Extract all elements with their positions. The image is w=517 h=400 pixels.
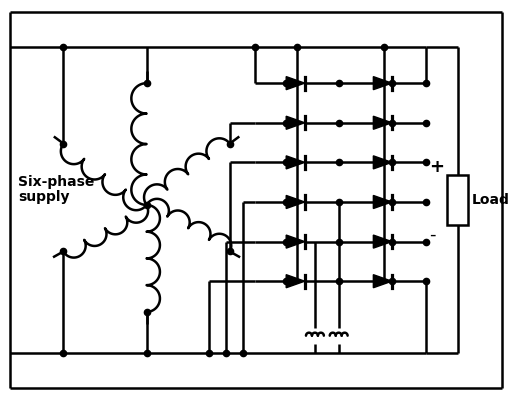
- Text: +: +: [429, 158, 444, 176]
- Text: Load: Load: [472, 193, 509, 207]
- Polygon shape: [373, 116, 392, 129]
- Polygon shape: [373, 156, 392, 169]
- Polygon shape: [286, 116, 305, 129]
- Text: supply: supply: [18, 190, 69, 204]
- Polygon shape: [286, 156, 305, 169]
- Polygon shape: [286, 235, 305, 248]
- Bar: [447, 175, 468, 225]
- Polygon shape: [286, 196, 305, 208]
- Polygon shape: [373, 235, 392, 248]
- Polygon shape: [373, 77, 392, 90]
- Text: Six-phase: Six-phase: [18, 175, 94, 189]
- Text: -: -: [429, 226, 435, 244]
- Polygon shape: [286, 77, 305, 90]
- Polygon shape: [373, 275, 392, 288]
- Polygon shape: [373, 196, 392, 208]
- Polygon shape: [286, 275, 305, 288]
